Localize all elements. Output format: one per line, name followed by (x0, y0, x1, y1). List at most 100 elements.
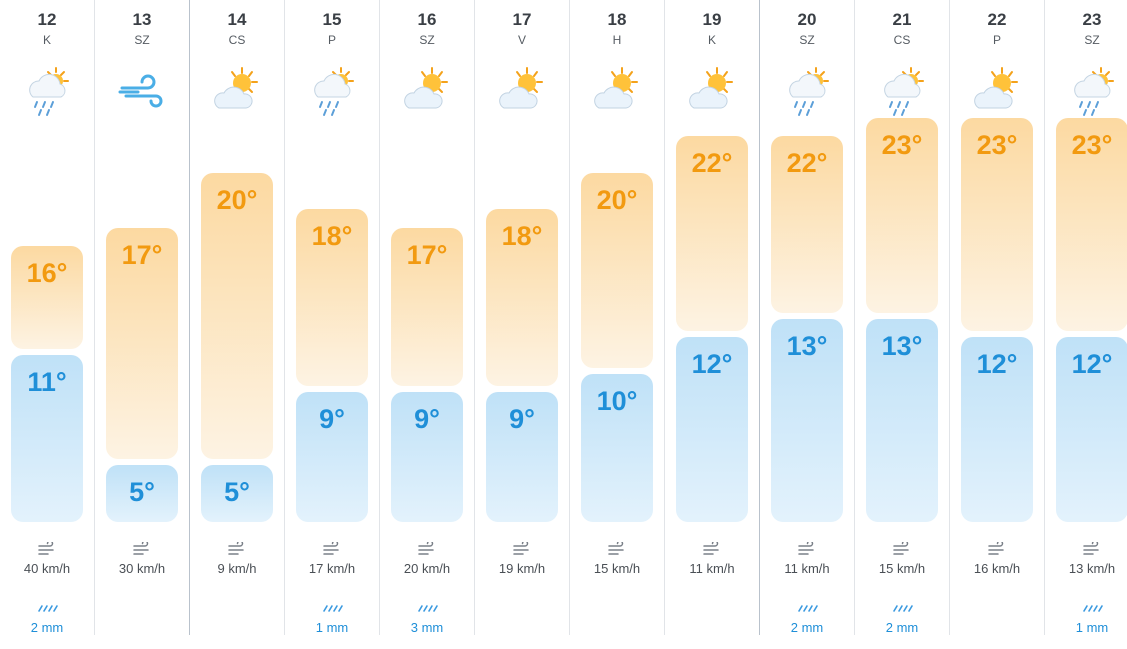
rain-icon (416, 600, 438, 612)
day-number: 23 (1082, 10, 1102, 29)
weekday-abbr: SZ (134, 33, 150, 47)
day-column[interactable]: 13 SZ 17° 5° 30 km/h (95, 0, 190, 635)
max-temp: 16° (26, 257, 68, 288)
day-number: 12 (37, 10, 57, 29)
min-temp-bar: 11° (11, 355, 83, 522)
wind-speed: 11 km/h (784, 561, 830, 576)
min-temp-bar: 13° (771, 318, 843, 522)
min-temp-bar: 10° (581, 373, 653, 522)
precipitation-amount: 3 mm (410, 620, 444, 635)
wind-speed: 40 km/h (23, 561, 71, 576)
rain-sun-icon (878, 64, 926, 118)
wind-speed: 20 km/h (403, 561, 451, 576)
max-temp: 17° (121, 239, 163, 270)
day-number: 20 (797, 10, 817, 29)
max-temp: 18° (501, 221, 543, 252)
weekday-abbr: CS (228, 33, 246, 47)
wind-speed: 13 km/h (1068, 561, 1116, 576)
day-column[interactable]: 19 K 22° 12° 11 km/h (665, 0, 760, 635)
precipitation-amount: 2 mm (790, 620, 824, 635)
wind-icon (893, 540, 911, 556)
day-column[interactable]: 21 CS 23° 13° 15 km/h 2 mm (855, 0, 950, 635)
wind-icon (38, 540, 56, 556)
max-temp-bar: 18° (486, 209, 558, 386)
max-temp-bar: 23° (866, 117, 938, 313)
day-number: 16 (417, 10, 437, 29)
min-temp: 10° (596, 385, 638, 416)
day-column[interactable]: 16 SZ 17° 9° 20 km/h 3 mm (380, 0, 475, 635)
wind-icon (323, 540, 341, 556)
day-number: 17 (512, 10, 532, 29)
day-column[interactable]: 20 SZ 22° 13° 11 km/h 2 mm (760, 0, 855, 635)
day-number: 14 (227, 10, 247, 29)
wind-speed: 15 km/h (878, 561, 926, 576)
max-temp-bar: 17° (391, 227, 463, 386)
wind-speed: 17 km/h (308, 561, 356, 576)
min-temp: 11° (27, 367, 67, 398)
rain-icon (1081, 600, 1103, 612)
max-temp-bar: 16° (11, 245, 83, 350)
wind-icon (703, 540, 721, 556)
max-temp: 20° (596, 184, 638, 215)
max-temp: 20° (216, 184, 258, 215)
weekday-abbr: V (517, 33, 526, 47)
day-column[interactable]: 23 SZ 23° 12° 13 km/h 1 mm (1045, 0, 1127, 635)
rain-sun-icon (1068, 64, 1116, 118)
min-temp-bar: 5° (201, 465, 273, 522)
max-temp-bar: 23° (1056, 117, 1127, 331)
weekday-abbr: K (707, 33, 716, 47)
weekday-abbr: SZ (799, 33, 815, 47)
min-temp: 13° (786, 330, 828, 361)
max-temp-bar: 20° (581, 172, 653, 368)
partly-sunny-icon (403, 64, 451, 118)
weekday-abbr: P (992, 33, 1001, 47)
partly-sunny-icon (593, 64, 641, 118)
min-temp: 9° (509, 403, 535, 434)
min-temp-bar: 12° (676, 337, 748, 522)
min-temp-bar: 9° (391, 391, 463, 522)
max-temp-bar: 18° (296, 209, 368, 386)
day-number: 19 (702, 10, 722, 29)
rain-sun-icon (308, 64, 356, 118)
weekday-abbr: CS (893, 33, 911, 47)
precipitation-amount: 1 mm (1075, 620, 1109, 635)
day-column[interactable]: 12 K 16° 11° 40 km/h 2 mm (0, 0, 95, 635)
rain-sun-icon (783, 64, 831, 118)
rain-icon (891, 600, 913, 612)
wind-icon (228, 540, 246, 556)
rain-icon (36, 600, 58, 612)
max-temp-bar: 23° (961, 117, 1033, 331)
day-number: 15 (322, 10, 342, 29)
wind-icon (1083, 540, 1101, 556)
precipitation-amount: 2 mm (885, 620, 919, 635)
day-column[interactable]: 14 CS 20° 5° 9 km/h (190, 0, 285, 635)
precipitation-amount: 1 mm (315, 620, 349, 635)
weekday-abbr: P (327, 33, 336, 47)
wind-icon (513, 540, 531, 556)
max-temp: 23° (976, 129, 1018, 160)
wind-icon (418, 540, 436, 556)
wind-icon (608, 540, 626, 556)
day-column[interactable]: 15 P 18° 9° 17 km/h 1 mm (285, 0, 380, 635)
precipitation-amount: 2 mm (30, 620, 64, 635)
rain-sun-icon (23, 64, 71, 118)
wind-icon (988, 540, 1006, 556)
day-column[interactable]: 22 P 23° 12° 16 km/h (950, 0, 1045, 635)
max-temp: 22° (786, 148, 828, 178)
partly-sunny-icon (973, 64, 1021, 118)
weekday-abbr: SZ (419, 33, 435, 47)
max-temp: 22° (691, 148, 733, 178)
rain-icon (796, 600, 818, 612)
max-temp-bar: 22° (771, 136, 843, 313)
day-column[interactable]: 18 H 20° 10° 15 km/h (570, 0, 665, 635)
min-temp-bar: 13° (866, 318, 938, 522)
max-temp-bar: 17° (106, 227, 178, 460)
wind-speed: 9 km/h (217, 561, 257, 576)
wind-icon (798, 540, 816, 556)
day-column[interactable]: 17 V 18° 9° 19 km/h (475, 0, 570, 635)
min-temp: 12° (976, 349, 1018, 379)
max-temp-bar: 20° (201, 172, 273, 460)
min-temp: 13° (881, 330, 923, 361)
min-temp-bar: 5° (106, 465, 178, 522)
